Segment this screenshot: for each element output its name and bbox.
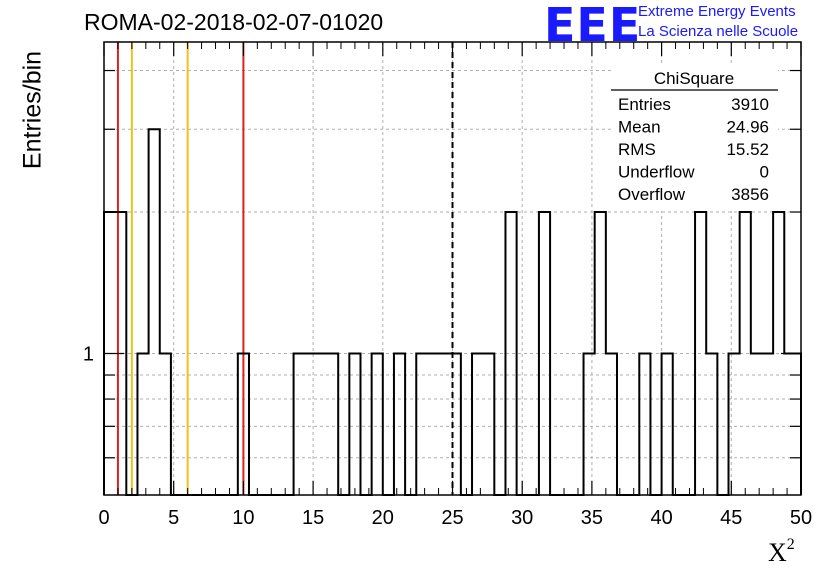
x-axis-label: X2 (768, 536, 795, 567)
histogram-bin (372, 354, 383, 495)
histogram-bin (188, 354, 199, 495)
x-tick-label: 0 (98, 507, 109, 529)
stats-label: Mean (618, 118, 661, 137)
stats-value: 3910 (731, 95, 769, 114)
histogram-bin (137, 354, 148, 495)
reference-lines (116, 42, 454, 495)
histogram-bin (751, 354, 762, 495)
stats-value: 15.52 (726, 140, 769, 159)
org-subtitle: La Scienza nelle Scuole (638, 23, 799, 40)
x-tick-label: 25 (441, 507, 463, 529)
histogram-bin (427, 354, 438, 495)
histogram-bin (472, 354, 483, 495)
stats-box-title: ChiSquare (654, 69, 734, 88)
histogram-bin (416, 354, 427, 495)
histogram-bin (505, 212, 516, 495)
x-tick-label: 40 (650, 507, 672, 529)
stats-rows: Entries 3910 Mean 24.96 RMS 15.52 Underflow 0 Ov… (618, 95, 769, 204)
histogram-bin (483, 354, 494, 495)
histogram-bin (238, 354, 249, 495)
eee-logo: EEE (544, 0, 642, 52)
x-tick-label: 10 (232, 507, 254, 529)
histogram-bin (584, 354, 595, 495)
stats-label: Overflow (618, 185, 686, 204)
histogram-bin (394, 354, 405, 495)
x-tick-label: 15 (302, 507, 324, 529)
histogram-bin (294, 354, 305, 495)
histogram-bin (639, 354, 650, 495)
histogram-bin (695, 212, 706, 495)
histogram-bin (606, 354, 617, 495)
histogram-bin (729, 354, 740, 495)
org-name: Extreme Energy Events (638, 3, 796, 20)
histogram-bin (740, 212, 751, 495)
histogram-bin (305, 354, 316, 495)
stats-box: ChiSquare Entries 3910 Mean 24.96 RMS 15.52 Un… (611, 66, 778, 211)
histogram-bin (762, 354, 773, 495)
histogram-bin (327, 354, 338, 495)
stats-label: RMS (618, 140, 656, 159)
histogram-bin (221, 354, 232, 495)
histogram-bin (450, 354, 461, 495)
stats-value: 24.96 (726, 118, 769, 137)
axis-ticks: 0 5 10 15 20 25 30 35 40 45 50 1 (83, 42, 812, 529)
histogram-bin (595, 212, 606, 495)
histogram-bin (349, 354, 360, 495)
stats-label: Underflow (618, 163, 695, 182)
histogram-bin (706, 354, 717, 495)
histogram-bin (678, 212, 689, 495)
x-tick-label: 20 (372, 507, 394, 529)
histogram-bin (316, 354, 327, 495)
histogram-bin (149, 129, 160, 495)
x-tick-label: 5 (168, 507, 179, 529)
histogram-outline (103, 128, 802, 496)
stats-value: 0 (760, 163, 769, 182)
x-tick-label: 30 (511, 507, 533, 529)
x-tick-label: 50 (790, 507, 812, 529)
histogram-bars (103, 128, 802, 496)
histogram-bin (439, 354, 450, 495)
chart-title: ROMA-02-2018-02-07-01020 (84, 9, 384, 35)
y-tick-label: 1 (83, 344, 94, 366)
x-tick-label: 45 (720, 507, 742, 529)
stats-label: Entries (618, 95, 671, 114)
histogram-bin (662, 354, 673, 495)
stats-value: 3856 (731, 185, 769, 204)
x-tick-label: 35 (581, 507, 603, 529)
histogram-bin (160, 354, 171, 495)
histogram-bin (199, 354, 210, 495)
histogram-bin (539, 212, 550, 495)
